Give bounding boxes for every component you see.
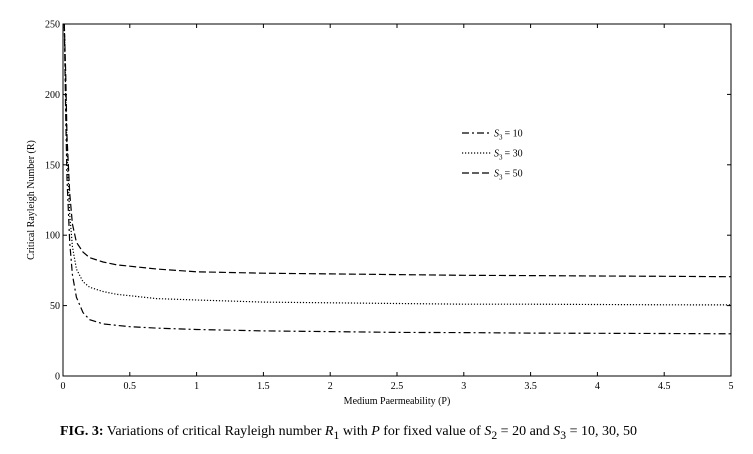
caption-symbol-r: R <box>324 424 334 439</box>
series-line-1 <box>63 23 732 335</box>
x-tick-label: 4 <box>595 381 600 392</box>
caption-symbol-s3: S <box>553 424 561 439</box>
legend-label-3: S3 = 50 <box>494 169 523 182</box>
y-axis-label: Critical Rayleigh Number (R) <box>26 140 37 260</box>
x-tick-label: 1.5 <box>257 381 270 392</box>
legend-label-1: S3 = 10 <box>494 129 523 142</box>
caption-subscript-s2: 2 <box>491 428 498 442</box>
x-tick-label: 4.5 <box>658 381 671 392</box>
axis-ticks <box>62 23 732 377</box>
x-tick-label: 0.5 <box>124 381 137 392</box>
series-line-3 <box>63 23 732 278</box>
caption-symbol-p: P <box>371 424 380 439</box>
caption-text-5: = 10, 30, 50 <box>566 424 638 439</box>
caption-text-1: Variations of critical Rayleigh number <box>103 424 325 439</box>
x-axis-label: Medium Paermeability (P) <box>344 396 451 407</box>
caption-text-2: with <box>339 424 372 439</box>
y-tick-label: 250 <box>45 20 60 31</box>
x-tick-label: 2.5 <box>391 381 404 392</box>
x-tick-label: 3.5 <box>524 381 537 392</box>
x-tick-label: 0 <box>61 381 66 392</box>
series-lines <box>63 23 732 335</box>
y-tick-label: 0 <box>55 372 60 383</box>
x-tick-label: 1 <box>194 381 199 392</box>
y-tick-label: 50 <box>50 301 60 312</box>
figure-caption: FIG. 3: Variations of critical Rayleigh … <box>60 424 753 442</box>
legend: S3 = 10 S3 = 30 S3 = 50 <box>462 129 523 182</box>
series-line-2 <box>63 23 732 306</box>
caption-subscript-s3: 3 <box>560 428 567 442</box>
y-tick-label: 100 <box>45 231 60 242</box>
plot-frame <box>62 23 732 377</box>
caption-symbol-s2: S <box>484 424 492 439</box>
y-tick-label: 200 <box>45 90 60 101</box>
y-tick-label: 150 <box>45 160 60 171</box>
caption-text-3: for fixed value of <box>379 424 485 439</box>
x-tick-label: 3 <box>461 381 466 392</box>
caption-fig-label: FIG. 3: <box>60 424 104 439</box>
legend-label-2: S3 = 30 <box>494 149 523 162</box>
x-tick-label: 5 <box>729 381 734 392</box>
caption-text-4: = 20 and <box>497 424 554 439</box>
x-tick-label: 2 <box>328 381 333 392</box>
caption-subscript-r: 1 <box>333 428 340 442</box>
